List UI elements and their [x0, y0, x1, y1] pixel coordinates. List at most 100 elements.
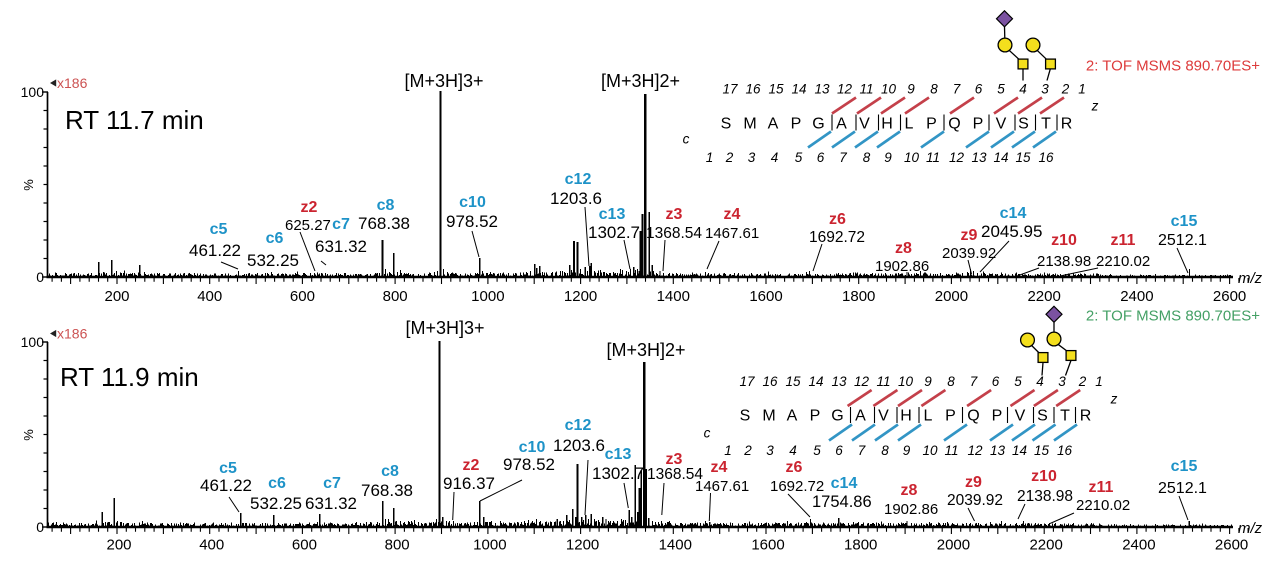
svg-text:x186: x186 [57, 326, 88, 342]
svg-text:400: 400 [197, 288, 222, 305]
svg-text:8: 8 [930, 82, 938, 97]
svg-text:2: 2 [725, 150, 734, 165]
svg-text:V: V [859, 116, 870, 133]
svg-text:c7: c7 [332, 216, 350, 233]
svg-text:c10: c10 [459, 194, 486, 211]
svg-text:c15: c15 [1171, 458, 1198, 475]
svg-text:532.25: 532.25 [247, 251, 299, 270]
svg-text:7: 7 [858, 443, 866, 458]
svg-text:5: 5 [795, 150, 803, 165]
svg-text:2200: 2200 [1027, 288, 1060, 305]
svg-text:Q: Q [967, 408, 979, 425]
svg-text:100: 100 [21, 334, 45, 350]
svg-text:P: P [810, 408, 821, 425]
svg-text:1000: 1000 [473, 537, 506, 554]
svg-text:17: 17 [722, 82, 738, 97]
svg-text:c12: c12 [565, 171, 592, 188]
svg-text:8: 8 [881, 443, 889, 458]
svg-text:c12: c12 [565, 417, 592, 434]
svg-text:S: S [740, 408, 751, 425]
svg-text:z11: z11 [1089, 479, 1114, 496]
svg-text:R: R [1061, 116, 1073, 133]
svg-text:7: 7 [839, 150, 847, 165]
svg-text:2045.95: 2045.95 [981, 222, 1042, 241]
svg-text:V: V [1015, 408, 1026, 425]
svg-text:978.52: 978.52 [446, 212, 498, 231]
svg-text:c6: c6 [268, 475, 286, 492]
svg-text:z10: z10 [1051, 232, 1077, 249]
svg-text:1200: 1200 [564, 288, 597, 305]
svg-text:c: c [704, 426, 711, 441]
svg-text:1: 1 [1078, 82, 1086, 97]
svg-text:9: 9 [903, 443, 911, 458]
svg-text:1400: 1400 [657, 288, 690, 305]
svg-text:[M+3H]3+: [M+3H]3+ [405, 318, 484, 338]
svg-text:z6: z6 [786, 459, 803, 476]
svg-text:c: c [683, 132, 690, 147]
svg-text:[M+3H]2+: [M+3H]2+ [606, 340, 685, 360]
svg-text:3: 3 [1058, 374, 1066, 389]
svg-text:c8: c8 [377, 197, 395, 214]
svg-text:4: 4 [1019, 82, 1027, 97]
svg-text:2: TOF MSMS 890.70ES+: 2: TOF MSMS 890.70ES+ [1086, 58, 1260, 75]
svg-text:0: 0 [36, 519, 44, 535]
svg-text:2138.98: 2138.98 [1037, 253, 1091, 270]
svg-text:c10: c10 [519, 439, 546, 456]
svg-text:2210.02: 2210.02 [1096, 253, 1150, 270]
svg-text:3: 3 [1041, 82, 1049, 97]
svg-text:11: 11 [859, 82, 873, 97]
svg-text:6: 6 [975, 82, 983, 97]
svg-text:7: 7 [970, 374, 978, 389]
svg-text:461.22: 461.22 [189, 241, 241, 260]
svg-text:4: 4 [1036, 374, 1044, 389]
svg-text:z10: z10 [1031, 468, 1057, 485]
svg-text:5: 5 [813, 443, 821, 458]
svg-text:z: z [1091, 99, 1099, 114]
svg-text:13: 13 [831, 374, 847, 389]
svg-text:10: 10 [881, 82, 897, 97]
svg-text:c15: c15 [1171, 213, 1198, 230]
svg-text:z8: z8 [901, 482, 918, 499]
svg-text:1800: 1800 [844, 537, 877, 554]
svg-text:800: 800 [385, 537, 410, 554]
svg-text:2: TOF MSMS 890.70ES+: 2: TOF MSMS 890.70ES+ [1086, 308, 1260, 325]
svg-text:A: A [787, 408, 798, 425]
svg-text:1754.86: 1754.86 [812, 493, 872, 511]
svg-text:14: 14 [993, 150, 1008, 165]
svg-text:461.22: 461.22 [200, 476, 252, 495]
svg-text:400: 400 [199, 537, 224, 554]
svg-text:1400: 1400 [659, 537, 692, 554]
svg-text:c13: c13 [599, 206, 626, 223]
svg-text:1302.7: 1302.7 [592, 464, 644, 483]
svg-text:c14: c14 [1000, 205, 1027, 222]
svg-text:978.52: 978.52 [503, 455, 555, 474]
svg-text:11: 11 [876, 374, 890, 389]
svg-text:532.25: 532.25 [250, 494, 302, 513]
svg-text:100: 100 [21, 84, 45, 100]
svg-text:RT 11.7 min: RT 11.7 min [65, 105, 204, 135]
svg-text:R: R [1080, 408, 1092, 425]
svg-text:z8: z8 [895, 240, 912, 257]
svg-text:2: 2 [1061, 82, 1070, 97]
svg-text:2000: 2000 [935, 288, 968, 305]
svg-text:13: 13 [971, 150, 987, 165]
svg-text:16: 16 [1038, 150, 1054, 165]
svg-text:z2: z2 [301, 199, 318, 216]
svg-text:1692.72: 1692.72 [809, 229, 865, 246]
svg-text:17: 17 [739, 374, 755, 389]
svg-text:12: 12 [854, 374, 870, 389]
svg-text:1467.61: 1467.61 [705, 225, 759, 242]
svg-text:2: 2 [1078, 374, 1087, 389]
svg-text:10: 10 [898, 374, 914, 389]
svg-text:M: M [762, 408, 775, 425]
svg-text:A: A [836, 116, 847, 133]
svg-text:P: P [945, 408, 956, 425]
svg-text:15: 15 [1034, 443, 1050, 458]
svg-text:631.32: 631.32 [305, 494, 357, 513]
svg-text:10: 10 [922, 443, 938, 458]
svg-text:Q: Q [948, 116, 960, 133]
svg-text:%: % [21, 179, 36, 191]
svg-text:1600: 1600 [751, 537, 784, 554]
svg-text:16: 16 [1057, 443, 1073, 458]
svg-text:G: G [831, 408, 843, 425]
